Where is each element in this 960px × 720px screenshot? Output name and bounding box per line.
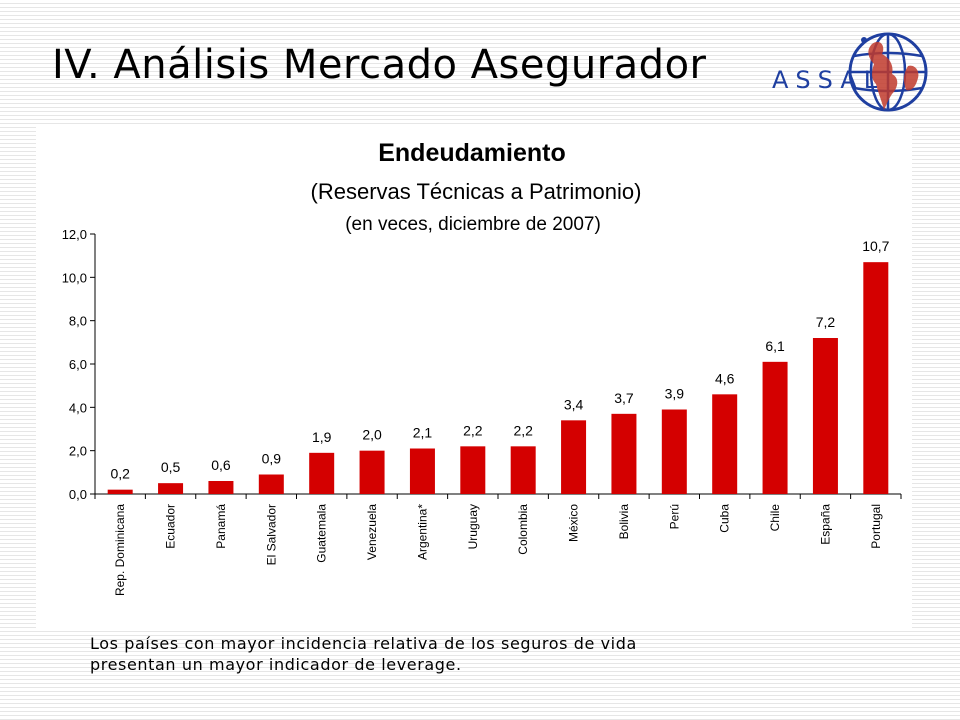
bar xyxy=(561,420,587,494)
category-label: Uruguay xyxy=(466,504,480,549)
category-label: El Salvador xyxy=(264,504,278,565)
y-tick-label: 2,0 xyxy=(69,444,87,459)
category-label: Argentina* xyxy=(415,504,429,560)
bar xyxy=(460,446,486,494)
chart-title: Endeudamiento xyxy=(378,139,566,167)
y-tick-label: 0,0 xyxy=(69,487,87,502)
data-label: 0,2 xyxy=(110,466,130,482)
bar xyxy=(258,474,284,494)
bar xyxy=(359,450,385,494)
category-label: Cuba xyxy=(718,504,732,533)
data-label: 2,0 xyxy=(362,427,382,443)
y-tick-label: 12,0 xyxy=(62,227,87,242)
bar xyxy=(409,448,435,494)
caption: Los países con mayor incidencia relativa… xyxy=(90,633,850,675)
data-label: 3,7 xyxy=(614,390,634,406)
caption-line-1: Los países con mayor incidencia relativa… xyxy=(90,634,637,653)
y-tick-label: 4,0 xyxy=(69,400,87,415)
data-label: 2,1 xyxy=(413,425,433,441)
chart-panel: Endeudamiento (Reservas Técnicas a Patri… xyxy=(36,125,912,628)
data-label: 0,9 xyxy=(262,451,282,467)
data-label: 2,2 xyxy=(463,422,483,438)
category-label: Rep. Dominicana xyxy=(113,504,127,596)
category-label: Chile xyxy=(768,504,782,532)
data-label: 3,9 xyxy=(665,386,685,402)
assal-logo: ASSAL xyxy=(772,26,942,118)
bar xyxy=(762,361,788,494)
category-label: Guatemala xyxy=(315,504,329,563)
bar xyxy=(812,338,838,494)
logo-text: ASSAL xyxy=(772,66,885,94)
category-label: Ecuador xyxy=(164,504,178,549)
chart-subtitle-secondary: (en veces, diciembre de 2007) xyxy=(345,214,601,235)
data-label: 10,7 xyxy=(862,238,889,254)
bar xyxy=(661,409,687,494)
data-label: 3,4 xyxy=(564,396,584,412)
slide-title: IV. Análisis Mercado Asegurador xyxy=(52,42,707,88)
bar xyxy=(107,489,133,494)
bar xyxy=(611,413,637,494)
data-label: 2,2 xyxy=(513,422,533,438)
y-tick-label: 10,0 xyxy=(62,270,87,285)
y-tick-label: 6,0 xyxy=(69,357,87,372)
chart-subtitle: (Reservas Técnicas a Patrimonio) xyxy=(311,179,642,204)
data-label: 0,6 xyxy=(211,457,231,473)
bar-chart: Endeudamiento (Reservas Técnicas a Patri… xyxy=(62,139,902,596)
category-label: Portugal xyxy=(869,504,883,549)
category-label: España xyxy=(818,504,832,545)
bar xyxy=(208,481,234,494)
y-tick-label: 8,0 xyxy=(69,314,87,329)
bar xyxy=(863,262,889,494)
category-label: México xyxy=(567,504,581,542)
category-label: Panamá xyxy=(214,504,228,549)
data-label: 0,5 xyxy=(161,459,181,475)
category-label: Bolivia xyxy=(617,504,631,540)
bar xyxy=(510,446,536,494)
category-label: Venezuela xyxy=(365,504,379,560)
globe-icon xyxy=(848,32,928,112)
data-label: 7,2 xyxy=(816,314,836,330)
bar xyxy=(158,483,184,494)
caption-line-2: presentan un mayor indicador de leverage… xyxy=(90,655,462,674)
plot-area: 0,0 2,0 4,0 6,0 8,0 10,0 12,0 0,2 Rep. Dominican… xyxy=(62,227,902,596)
category-label: Colombia xyxy=(516,504,530,555)
category-label: Perú xyxy=(667,504,681,529)
data-label: 1,9 xyxy=(312,429,332,445)
bar xyxy=(309,452,335,494)
bar xyxy=(712,394,738,494)
data-label: 4,6 xyxy=(715,370,735,386)
data-label: 6,1 xyxy=(765,338,785,354)
